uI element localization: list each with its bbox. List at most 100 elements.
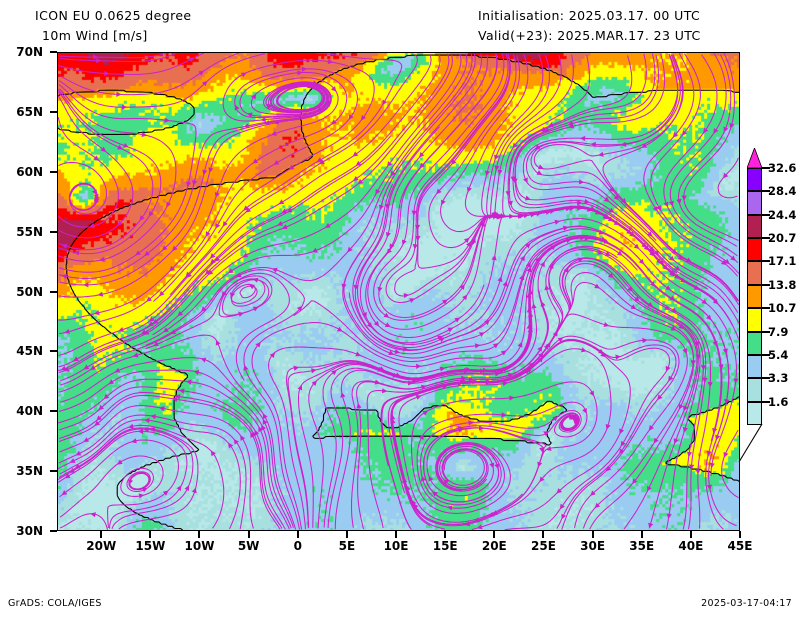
streamline: [381, 313, 688, 530]
streamline-arrow: [266, 103, 272, 110]
lat-tick-mark: [50, 290, 57, 293]
streamline-arrow: [707, 382, 713, 388]
streamline-arrow: [527, 327, 533, 333]
streamline: [354, 53, 582, 351]
streamline: [58, 394, 281, 530]
streamline-arrow: [672, 131, 679, 138]
streamline-arrow: [390, 170, 396, 177]
streamline-arrow: [200, 357, 207, 363]
colorbar[interactable]: [747, 168, 762, 425]
streamline-arrow: [436, 188, 442, 195]
streamline-arrow: [720, 259, 727, 266]
streamline-arrow: [375, 188, 381, 195]
streamline-arrow: [360, 114, 367, 121]
wind-map-panel[interactable]: [57, 52, 740, 531]
streamline-arrow: [356, 403, 362, 409]
streamline: [356, 291, 549, 530]
streamline-arrow: [648, 522, 654, 529]
streamline-arrow: [210, 258, 216, 265]
streamline-arrow: [141, 487, 148, 493]
streamline-arrow: [159, 290, 165, 297]
streamline: [663, 54, 739, 264]
colorbar-tick-mark: [762, 167, 770, 169]
lat-tick-label: 70N: [16, 45, 43, 59]
streamline-arrow: [93, 310, 100, 316]
streamline-arrow: [242, 252, 249, 258]
colorbar-overflow-arrow: [747, 148, 762, 168]
streamline-arrow: [497, 169, 503, 175]
streamline-arrow: [240, 72, 247, 78]
streamline: [59, 513, 109, 530]
streamline-arrow: [630, 304, 637, 310]
streamline-arrow: [642, 337, 648, 344]
streamline-arrow: [229, 292, 235, 299]
streamline-arrow: [118, 327, 124, 332]
streamline-arrow: [74, 463, 81, 469]
streamline-arrow: [598, 151, 604, 157]
streamline-arrow: [161, 245, 168, 251]
streamline-arrow: [677, 255, 684, 261]
streamline-arrow: [135, 250, 141, 256]
colorbar-tick-mark: [762, 353, 770, 356]
lat-tick-label: 40N: [16, 404, 43, 419]
streamline-arrow: [252, 158, 259, 164]
streamline-arrow: [366, 322, 373, 328]
streamline-arrow: [311, 380, 317, 387]
colorbar-tick-label: 32.6: [768, 161, 797, 175]
streamline-arrow: [695, 469, 701, 475]
lon-tick-mark: [100, 531, 103, 538]
streamline-arrow: [605, 424, 611, 430]
streamline-arrow: [663, 201, 669, 208]
streamline-arrow: [405, 485, 411, 491]
streamline-arrow: [620, 197, 627, 204]
lon-tick-mark: [739, 531, 741, 538]
streamline: [169, 53, 403, 296]
streamline-arrow: [422, 410, 429, 416]
streamline-arrow: [171, 396, 178, 403]
streamline-arrow: [210, 450, 216, 457]
streamline-arrow: [620, 440, 626, 447]
lon-tick-label: 15W: [135, 539, 166, 553]
streamline-arrow: [139, 215, 145, 221]
streamline-arrow: [543, 344, 549, 350]
streamline-arrow: [249, 284, 255, 290]
streamline-arrow: [281, 224, 288, 230]
streamline-arrow: [297, 70, 303, 76]
streamline-arrow: [690, 360, 696, 366]
streamline: [60, 53, 468, 382]
streamline-arrow: [93, 54, 99, 60]
streamline-arrow: [507, 200, 513, 207]
streamline-arrow: [381, 388, 388, 394]
streamline: [58, 91, 154, 251]
streamline-arrow: [389, 414, 396, 420]
streamline-arrow: [523, 177, 528, 184]
streamline: [58, 419, 241, 530]
streamline-arrow: [536, 170, 543, 175]
initialisation-time: Initialisation: 2025.03.17. 00 UTC: [478, 8, 701, 23]
streamline-arrow: [656, 205, 662, 211]
streamline-arrow: [729, 123, 735, 129]
streamline-arrow: [215, 339, 221, 346]
streamline-arrow: [608, 207, 615, 213]
streamline-arrow: [722, 172, 729, 179]
streamline-arrow: [597, 249, 604, 255]
streamline-arrow: [580, 347, 587, 353]
streamline-arrow: [502, 380, 509, 387]
streamline-arrow: [75, 450, 82, 456]
streamline: [677, 54, 738, 247]
streamline: [58, 135, 392, 368]
streamline-arrow: [202, 169, 208, 176]
streamline-arrow: [201, 306, 207, 312]
streamline-arrow: [348, 114, 354, 120]
streamline: [107, 54, 441, 344]
streamline-arrow: [90, 365, 96, 370]
streamline-arrow: [403, 292, 410, 299]
streamline-arrow: [234, 104, 240, 111]
streamline-arrow: [243, 364, 249, 371]
streamline-arrow: [666, 513, 672, 520]
streamline: [403, 427, 547, 526]
streamline-arrow: [123, 143, 129, 148]
streamline-arrow: [418, 434, 424, 440]
streamline-arrow: [561, 513, 567, 520]
streamline: [59, 455, 164, 518]
